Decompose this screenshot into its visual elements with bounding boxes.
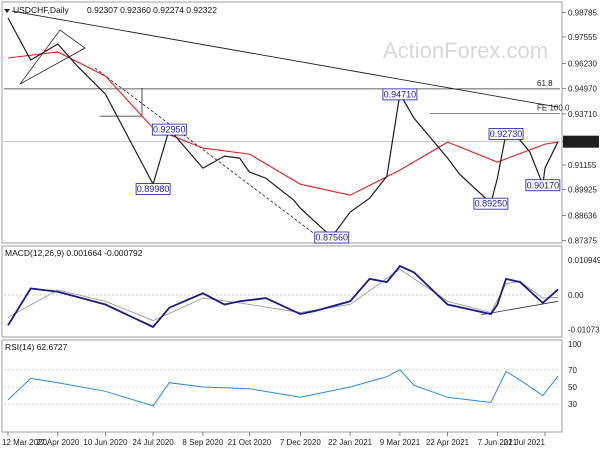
price-level-label: 0.94710 xyxy=(382,88,418,101)
x-tick-label: 8 Sep 2020 xyxy=(182,438,223,447)
moving-average-line xyxy=(7,51,559,196)
price-level-text: 0.89980 xyxy=(137,184,170,194)
x-tick-label: 21 Oct 2020 xyxy=(228,438,272,447)
x-tick-label: 7 Dec 2020 xyxy=(280,438,321,447)
price-ytick-label: 0.94970 xyxy=(568,85,597,94)
triangle-pattern xyxy=(19,29,86,85)
price-level-box xyxy=(151,123,187,136)
rsi-line xyxy=(7,369,559,407)
price-ytick-label: 0.89925 xyxy=(568,186,597,195)
macd-title: MACD(12,26,9) 0.001664 -0.000792 xyxy=(5,248,143,258)
price-ytick-label: 0.97555 xyxy=(568,33,597,42)
price-panel-frame xyxy=(1,1,563,244)
price-level-box xyxy=(473,197,509,210)
macd-line xyxy=(7,264,559,329)
price-level-box xyxy=(488,128,524,140)
x-tick-label: 22 Apr 2021 xyxy=(426,438,470,447)
price-level-label: 0.87560 xyxy=(314,231,350,244)
ohlc-label: 0.92307 0.92360 0.92274 0.92322 xyxy=(87,5,217,15)
fib-618-label: 61.8 xyxy=(537,79,553,88)
price-level-label: 0.92950 xyxy=(151,123,187,136)
price-level-label: 0.89250 xyxy=(473,197,509,210)
rsi-panel-frame xyxy=(1,339,563,433)
descending-trendline xyxy=(11,10,559,108)
symbol-label: USDCHF,Daily xyxy=(13,5,69,15)
price-ytick-label: 0.96230 xyxy=(568,59,597,68)
dashed-support-line xyxy=(94,67,316,235)
price-level-text: 0.92730 xyxy=(490,129,523,139)
x-tick-label: 10 Jun 2020 xyxy=(83,438,128,447)
price-layer: 0.98785 0.97555 0.96230 0.94970 0.93710 0.923… xyxy=(4,8,599,246)
macd-ytick-label: -0.010739 xyxy=(568,325,600,334)
rsi-ytick-label: 70 xyxy=(568,366,577,375)
price-level-box xyxy=(314,231,350,244)
price-level-box xyxy=(135,183,171,195)
macd-layer: 0.010949 0.00 -0.010739 xyxy=(4,256,600,334)
price-level-label: 0.89980 xyxy=(135,183,171,195)
macd-panel-frame xyxy=(1,245,563,338)
x-tick-label: 12 Mar 2020 xyxy=(2,438,47,447)
macd-ytick-label: 0.010949 xyxy=(568,256,600,265)
price-level-box xyxy=(525,179,561,192)
current-price-box xyxy=(563,135,599,148)
rsi-title: RSI(14) 62.6727 xyxy=(5,342,68,352)
price-ytick-label: 0.93710 xyxy=(568,110,597,119)
rsi-ytick-label: 30 xyxy=(568,400,577,409)
price-level-text: 0.89250 xyxy=(475,199,508,209)
rsi-ytick-label: 100 xyxy=(568,340,582,349)
price-level-label: 0.90170 xyxy=(525,179,561,192)
rsi-layer: 100 70 50 30 xyxy=(4,340,582,409)
price-level-text: 0.87560 xyxy=(315,232,348,242)
price-level-text: 0.92950 xyxy=(153,125,186,135)
price-ytick-label: 0.87375 xyxy=(568,237,597,246)
x-tick-label: 22 Jan 2021 xyxy=(328,438,373,447)
dropdown-triangle-icon[interactable] xyxy=(4,9,10,13)
price-level-text: 0.94710 xyxy=(384,89,417,99)
price-level-text: 0.90170 xyxy=(527,180,560,190)
price-ytick-label: 0.91155 xyxy=(568,161,597,170)
price-level-label: 0.92730 xyxy=(488,128,524,140)
price-header: USDCHF,Daily 0.92307 0.92360 0.92274 0.9… xyxy=(4,5,217,15)
x-tick-label: 27 Apr 2020 xyxy=(36,438,80,447)
x-tick-label: 21 Jul 2021 xyxy=(504,438,546,447)
macd-trendline xyxy=(480,300,559,316)
x-tick-label: 24 Jul 2020 xyxy=(132,438,174,447)
price-level-box xyxy=(382,88,418,101)
price-ytick-label: 0.88636 xyxy=(568,211,597,220)
watermark: ActionForex.com xyxy=(383,38,548,63)
x-tick-label: 7 Jun 2021 xyxy=(478,438,518,447)
rsi-ytick-label: 50 xyxy=(568,383,577,392)
current-price-label: 0.92322 xyxy=(567,138,596,147)
x-tick-label: 9 Mar 2021 xyxy=(380,438,421,447)
macd-signal-line xyxy=(7,268,559,322)
price-ytick-label: 0.98785 xyxy=(568,8,597,17)
fe-100-label: FE 100.0 xyxy=(537,104,570,113)
macd-ytick-label: 0.00 xyxy=(568,291,584,300)
